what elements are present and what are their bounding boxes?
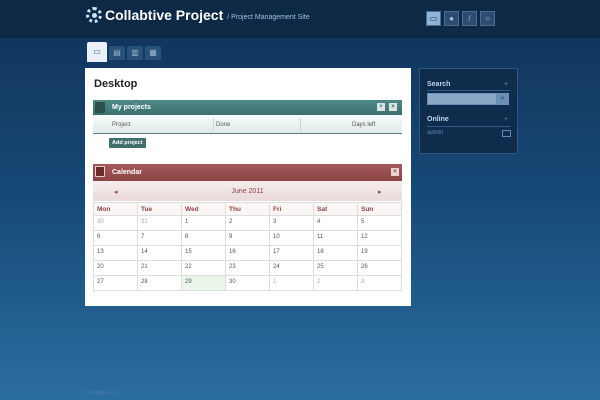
calendar-day[interactable]: 17	[270, 246, 314, 261]
weekday-tue: Tue	[138, 203, 182, 216]
search-icon[interactable]: ⌕	[496, 93, 509, 105]
calendar-day[interactable]: 11	[314, 231, 358, 246]
weekday-mon: Mon	[94, 203, 138, 216]
tasks-tab[interactable]: ▦	[145, 46, 161, 60]
col-days-left[interactable]: Days left	[352, 122, 376, 128]
prev-month-icon[interactable]: ◂	[114, 189, 118, 196]
calendar-day[interactable]: 27	[94, 276, 138, 291]
calendar-day[interactable]: 21	[138, 261, 182, 276]
search-input[interactable]	[427, 93, 497, 105]
calendar-day[interactable]: 10	[270, 231, 314, 246]
calendar-day[interactable]: 31	[138, 216, 182, 231]
divider	[427, 126, 510, 127]
col-project[interactable]: Project	[112, 122, 131, 128]
calendar-day[interactable]: 30	[226, 276, 270, 291]
calendar-day[interactable]: 13	[94, 246, 138, 261]
user-icon[interactable]: ●	[444, 11, 459, 26]
calendar-title: Calendar	[112, 169, 142, 176]
close-calendar-icon[interactable]: ×	[391, 168, 399, 176]
calendar-day[interactable]: 4	[314, 216, 358, 231]
top-bar: Collabtive Project / Project Management …	[0, 0, 600, 38]
projects-table-header: Project Done Days left	[93, 115, 402, 134]
calendar-day[interactable]: 2	[226, 216, 270, 231]
calendar-month: June 2011	[231, 188, 264, 195]
weekday-thu: Thu	[226, 203, 270, 216]
add-project-icon[interactable]: +	[377, 103, 385, 111]
gear-logo-icon	[86, 7, 102, 23]
calendar-day[interactable]: 25	[314, 261, 358, 276]
calendar-day[interactable]: 7	[138, 231, 182, 246]
calendar-icon	[95, 166, 105, 177]
calendar-day[interactable]: 26	[358, 261, 402, 276]
calendar-day[interactable]: 23	[226, 261, 270, 276]
calendar-day[interactable]: 28	[138, 276, 182, 291]
search-title: Search	[427, 81, 451, 88]
calendar-day[interactable]: 2	[314, 276, 358, 291]
calendar-grid: Mon Tue Wed Thu Fri Sat Sun 30 31 1 2 3 …	[93, 202, 402, 292]
divider	[427, 90, 510, 91]
main-tabs: ▭ ▤ ▥ ▦	[87, 42, 161, 62]
calendar-nav: ◂ June 2011 ▸	[93, 181, 402, 201]
app-subtitle: / Project Management Site	[227, 14, 310, 21]
files-tab[interactable]: ▥	[127, 46, 143, 60]
calendar-day[interactable]: 18	[314, 246, 358, 261]
calendar-day[interactable]: 1	[182, 216, 226, 231]
calendar-day[interactable]: 20	[94, 261, 138, 276]
projects-icon	[95, 102, 105, 113]
col-done[interactable]: Done	[216, 122, 231, 128]
col-divider	[213, 118, 214, 130]
calendar-day[interactable]: 6	[94, 231, 138, 246]
app-logo[interactable]: Collabtive Project / Project Management …	[86, 7, 310, 23]
add-project-button[interactable]: Add project	[109, 138, 146, 148]
footer-version: Collabtive 0.7	[86, 390, 120, 396]
desktop-icon[interactable]: ▭	[426, 11, 441, 26]
next-month-icon[interactable]: ▸	[378, 189, 382, 196]
weekday-sat: Sat	[314, 203, 358, 216]
search-toggle-icon[interactable]: +	[504, 81, 509, 88]
calendar-day[interactable]: 15	[182, 246, 226, 261]
weekday-sun: Sun	[358, 203, 402, 216]
projects-title: My projects	[112, 104, 151, 111]
online-toggle-icon[interactable]: +	[504, 116, 509, 123]
calendar-day[interactable]: 5	[358, 216, 402, 231]
calendar-day-today[interactable]: 29	[182, 276, 226, 291]
calendar-header[interactable]: Calendar ×	[93, 164, 402, 181]
wrench-icon[interactable]: /	[462, 11, 477, 26]
weekday-fri: Fri	[270, 203, 314, 216]
close-projects-icon[interactable]: ×	[389, 103, 397, 111]
col-divider	[300, 118, 301, 130]
power-icon[interactable]: ○	[480, 11, 495, 26]
calendar-day[interactable]: 22	[182, 261, 226, 276]
desktop-panel: Desktop My projects + × Project Done Day…	[85, 68, 411, 306]
calendar-day[interactable]: 8	[182, 231, 226, 246]
calendar-day[interactable]: 1	[270, 276, 314, 291]
calendar-day[interactable]: 24	[270, 261, 314, 276]
calendar-day[interactable]: 30	[94, 216, 138, 231]
calendar-day[interactable]: 3	[358, 276, 402, 291]
message-icon[interactable]	[502, 130, 511, 137]
online-title: Online	[427, 116, 449, 123]
sidebar: Search + ⌕ Online + admin	[419, 68, 518, 154]
calendar-day[interactable]: 19	[358, 246, 402, 261]
calendar-day[interactable]: 3	[270, 216, 314, 231]
calendar-day[interactable]: 9	[226, 231, 270, 246]
page-title: Desktop	[94, 78, 138, 90]
weekday-wed: Wed	[182, 203, 226, 216]
calendar-day[interactable]: 16	[226, 246, 270, 261]
calendar-day[interactable]: 12	[358, 231, 402, 246]
messages-tab[interactable]: ▤	[109, 46, 125, 60]
calendar-day[interactable]: 14	[138, 246, 182, 261]
online-user[interactable]: admin	[427, 130, 444, 136]
app-title: Collabtive Project	[105, 7, 224, 23]
top-icon-bar: ▭ ● / ○	[426, 11, 495, 26]
desktop-tab[interactable]: ▭	[87, 42, 107, 62]
projects-header[interactable]: My projects + ×	[93, 100, 402, 115]
